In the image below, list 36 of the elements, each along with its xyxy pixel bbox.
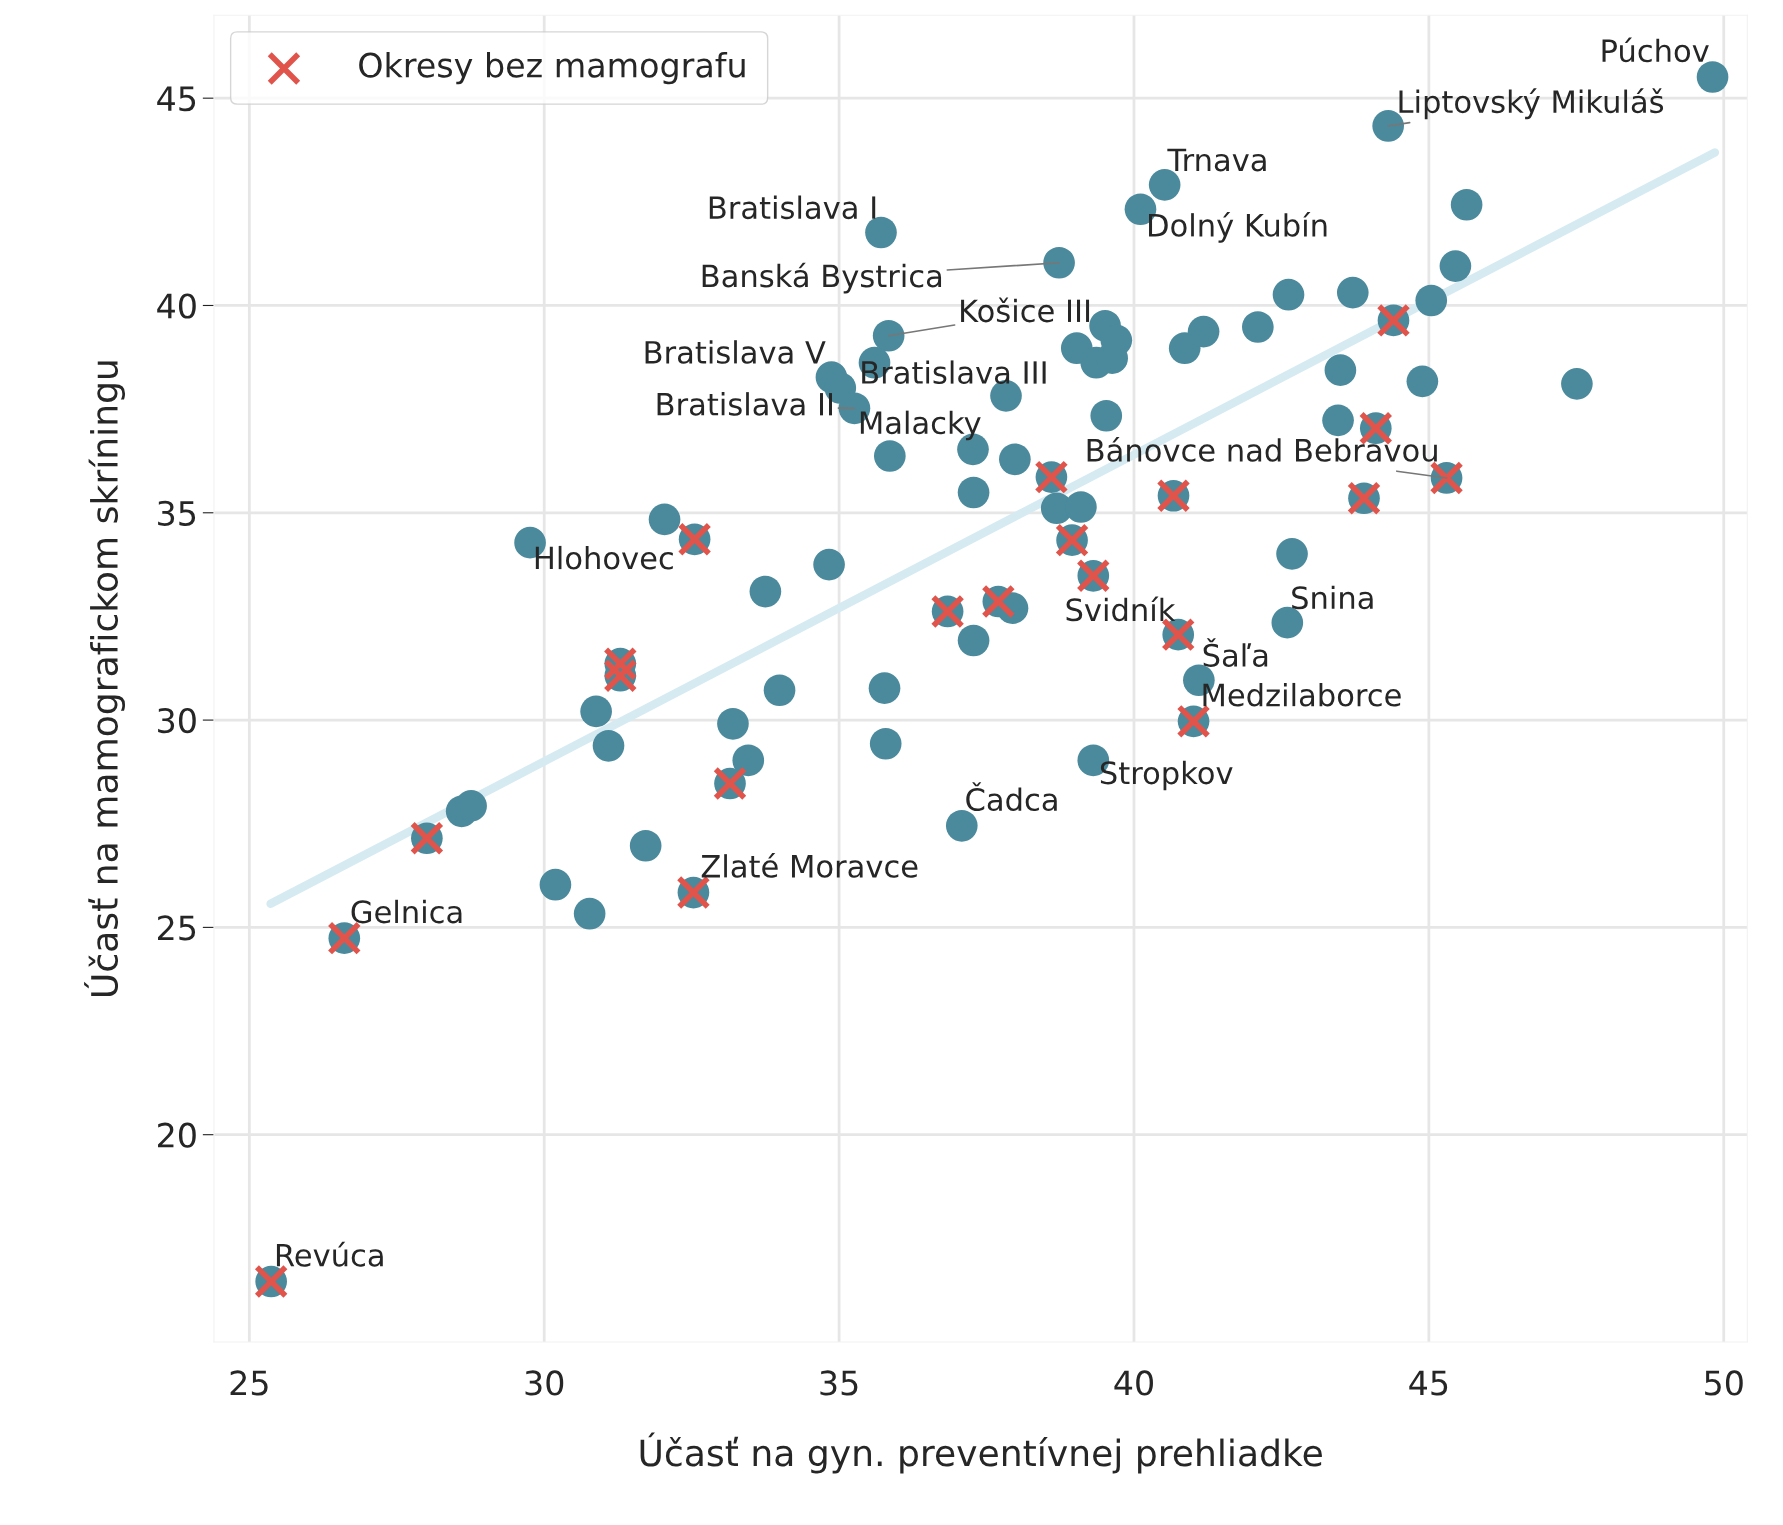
y-tick-label: 30	[158, 708, 196, 734]
annotation: Šaľa	[1203, 638, 1268, 667]
x-tick-label: 50	[1705, 1370, 1743, 1396]
legend-label: Okresy bez mamografu	[359, 51, 745, 85]
y-axis-title: Účasť na mamografickom skríningu	[84, 361, 126, 996]
annotation: Svidník	[1066, 596, 1176, 622]
annotation: Bratislava II	[657, 392, 832, 416]
annotation: Revúca	[276, 1241, 383, 1267]
annotation: Medzilaborce	[1203, 682, 1401, 707]
y-tick-label: 45	[157, 86, 196, 112]
y-tick-label: 20	[158, 1122, 196, 1148]
x-tick-label: 45	[1409, 1370, 1448, 1396]
y-tick-label: 25	[158, 915, 196, 941]
annotation: Malacky	[860, 410, 981, 441]
x-tick-label: 30	[525, 1370, 564, 1396]
y-tick-label: 40	[157, 293, 196, 319]
x-tick-label: 40	[1114, 1370, 1153, 1396]
x-tick-label: 25	[230, 1370, 268, 1396]
x-axis-title: Účasť na gyn. preventívnej prehliadke	[640, 1432, 1322, 1474]
annotation: Dolný Kubín	[1149, 211, 1327, 243]
annotation: Bratislava I	[709, 195, 876, 220]
annotation: Čadca	[966, 782, 1057, 812]
annotation: Púchov	[1602, 37, 1709, 63]
annotation: Košice III	[961, 297, 1090, 323]
annotation: Bánovce nad Bebravou	[1087, 436, 1437, 462]
annotation: Liptovský Mikuláš	[1399, 88, 1664, 120]
x-tick-label: 35	[820, 1370, 858, 1396]
annotation: Bratislava V	[645, 340, 826, 364]
annotation: Hlohovec	[535, 545, 673, 570]
y-tick-label: 35	[158, 500, 196, 526]
annotation: Banská Bystrica	[702, 262, 942, 294]
annotation: Snina	[1292, 585, 1373, 610]
annotation: Trnava	[1167, 148, 1266, 172]
annotation: Stropkov	[1100, 760, 1233, 791]
annotation: Gelnica	[351, 899, 462, 924]
annotation: Zlaté Moravce	[701, 852, 918, 878]
